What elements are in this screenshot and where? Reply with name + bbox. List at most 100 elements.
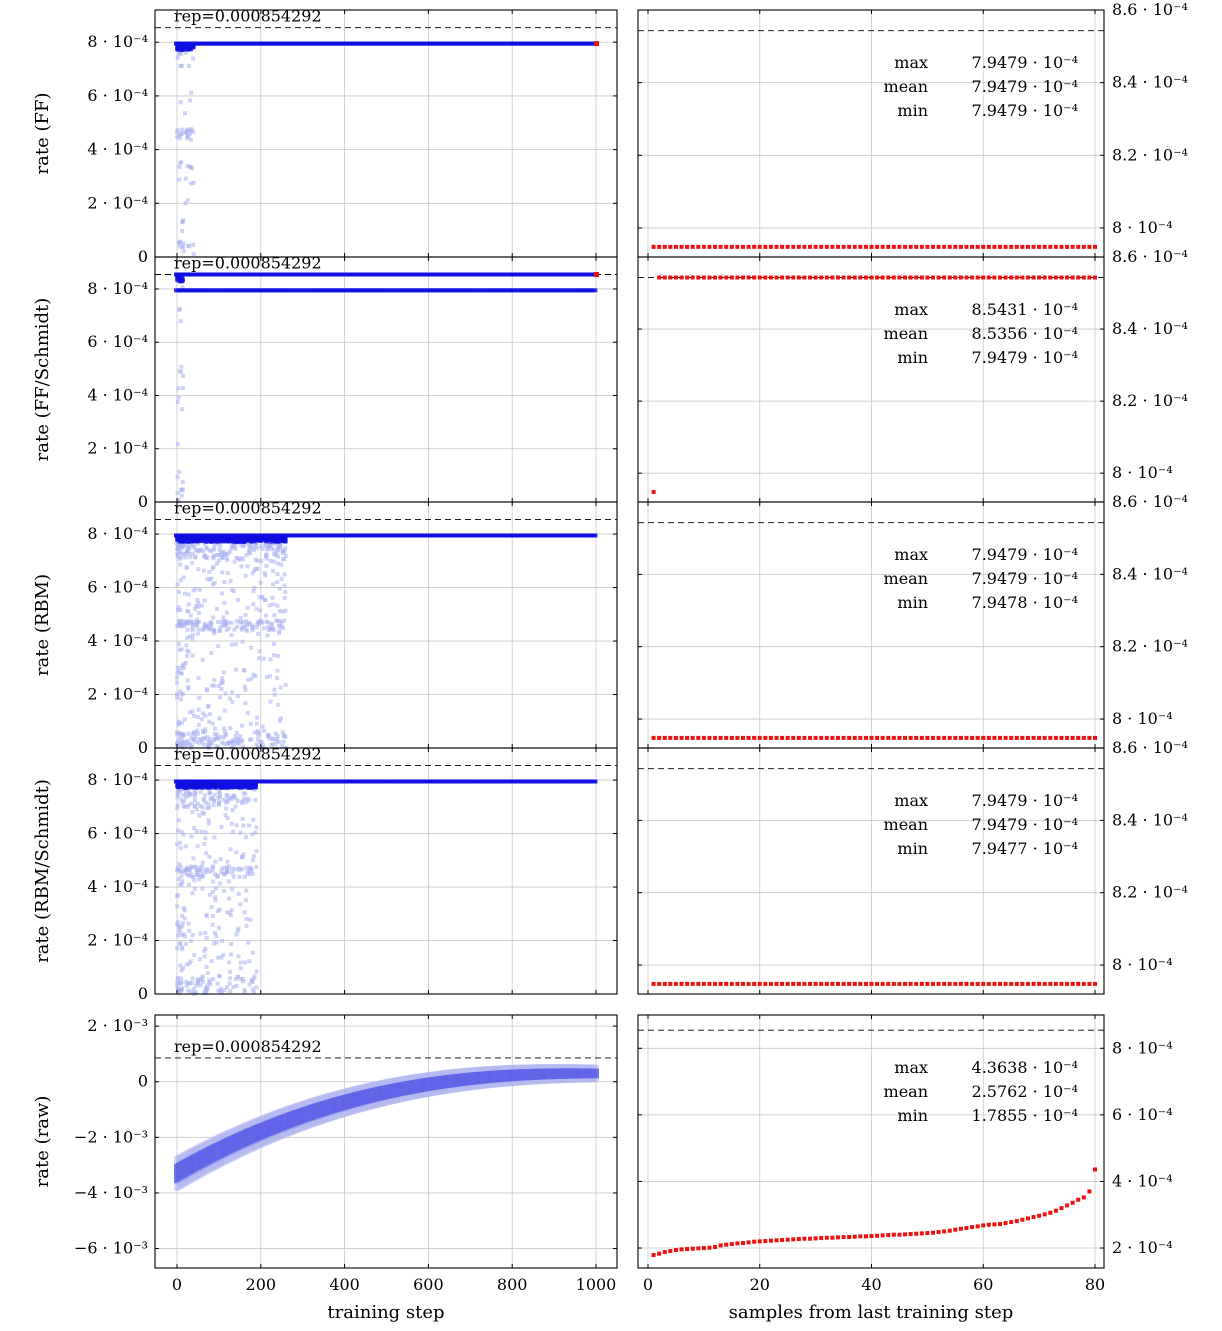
sample-point	[992, 275, 997, 280]
training-point	[177, 924, 182, 929]
sample-point	[1065, 981, 1070, 986]
training-point	[222, 783, 227, 788]
training-point	[247, 542, 252, 547]
training-point	[197, 695, 202, 700]
sample-point	[1065, 244, 1070, 249]
stat-value-max: 7.9479 · 10⁻⁴	[972, 53, 1078, 72]
training-point	[223, 729, 228, 734]
training-point	[222, 865, 227, 870]
training-point	[192, 619, 197, 624]
training-point	[246, 940, 251, 945]
training-point	[220, 553, 225, 558]
training-point	[178, 273, 183, 278]
training-point	[268, 657, 273, 662]
sample-point	[835, 981, 840, 986]
training-point	[263, 613, 268, 618]
training-point	[202, 954, 207, 959]
sample-point	[942, 244, 947, 249]
left-y-tick-label: 0	[138, 984, 148, 1003]
training-point	[262, 536, 267, 541]
training-point	[215, 552, 220, 557]
training-point	[244, 898, 249, 903]
training-point	[185, 635, 190, 640]
training-point	[206, 539, 211, 544]
training-point	[195, 631, 200, 636]
training-point	[198, 789, 203, 794]
training-point	[221, 871, 226, 876]
training-point	[176, 877, 181, 882]
sample-point	[1037, 981, 1042, 986]
training-point	[226, 551, 231, 556]
sample-point	[1031, 981, 1036, 986]
training-point	[183, 660, 188, 665]
sample-point	[1048, 244, 1053, 249]
sample-point	[1042, 275, 1047, 280]
sample-point	[819, 1236, 824, 1241]
training-point	[186, 549, 191, 554]
training-point	[266, 546, 271, 551]
sample-point	[780, 244, 785, 249]
training-point	[215, 981, 220, 986]
training-point	[179, 933, 184, 938]
training-point	[216, 988, 221, 993]
training-point	[215, 909, 220, 914]
training-final-point	[594, 41, 599, 47]
training-point	[177, 589, 182, 594]
training-point	[200, 860, 205, 865]
training-point	[189, 619, 194, 624]
training-point	[212, 792, 217, 797]
sample-point	[657, 244, 662, 249]
training-point	[180, 920, 185, 925]
training-point	[183, 870, 188, 875]
training-point	[218, 881, 223, 886]
training-point	[228, 549, 233, 554]
training-point	[201, 742, 206, 747]
training-point	[240, 723, 245, 728]
sample-point	[852, 981, 857, 986]
training-point	[179, 882, 184, 887]
sample-point	[763, 1239, 768, 1244]
training-point	[196, 538, 201, 543]
training-point	[175, 552, 180, 557]
sample-point	[1059, 1206, 1064, 1211]
training-point	[199, 717, 204, 722]
training-point	[214, 735, 219, 740]
training-point	[177, 556, 182, 561]
training-point	[175, 442, 180, 447]
training-point	[208, 784, 213, 789]
sample-point	[986, 244, 991, 249]
training-point	[247, 823, 252, 828]
sample-point	[847, 1235, 852, 1240]
training-point	[258, 608, 263, 613]
sample-point	[1093, 275, 1097, 280]
training-point	[250, 623, 255, 628]
left-x-axis-label: training step	[327, 1302, 444, 1323]
sample-point	[651, 244, 656, 249]
training-point	[273, 731, 278, 736]
sample-point	[970, 1225, 975, 1230]
sample-point	[1081, 735, 1086, 740]
training-point	[182, 623, 187, 628]
training-point	[219, 870, 224, 875]
training-point	[279, 624, 284, 629]
sample-point	[785, 735, 790, 740]
training-point	[232, 543, 237, 548]
training-point	[268, 558, 273, 563]
training-point	[188, 989, 193, 994]
training-point	[183, 542, 188, 547]
training-point	[239, 539, 244, 544]
training-point	[229, 797, 234, 802]
sample-point	[796, 735, 801, 740]
right-y-tick-label: 8.4 · 10⁻⁴	[1112, 564, 1188, 583]
sample-point	[657, 1251, 662, 1256]
sample-point	[886, 981, 891, 986]
training-point	[219, 687, 224, 692]
training-point	[175, 805, 180, 810]
training-point	[251, 537, 256, 542]
sample-point	[819, 981, 824, 986]
left-y-tick-label: 4 · 10⁻⁴	[87, 140, 148, 159]
training-point	[193, 606, 198, 611]
training-point	[243, 701, 248, 706]
sample-point	[947, 735, 952, 740]
sample-point	[942, 735, 947, 740]
